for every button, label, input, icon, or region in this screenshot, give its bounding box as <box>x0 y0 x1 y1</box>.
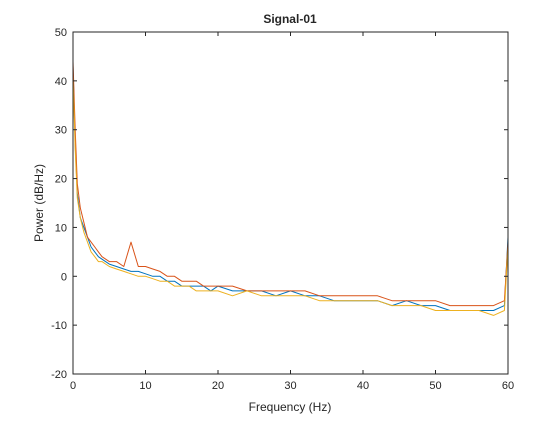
series-line-2 <box>72 61 509 307</box>
x-tick-label: 50 <box>429 380 441 392</box>
series-line-1 <box>72 66 509 311</box>
y-axis-label: Power (dB/Hz) <box>32 164 46 242</box>
y-tick-label: -10 <box>51 320 67 332</box>
chart-title: Signal-01 <box>263 12 317 26</box>
axes-box <box>72 31 509 375</box>
y-tick-label: 50 <box>55 27 67 39</box>
x-tick-label: 30 <box>284 380 296 392</box>
y-tick-label: 0 <box>61 271 67 283</box>
y-tick-label: 30 <box>55 125 67 137</box>
x-tick-label: 60 <box>502 380 514 392</box>
x-tick-label: 40 <box>357 380 369 392</box>
x-tick-label: 10 <box>139 380 151 392</box>
y-tick-label: 20 <box>55 174 67 186</box>
y-tick-label: 40 <box>55 76 67 88</box>
x-axis-label: Frequency (Hz) <box>249 400 332 414</box>
x-tick-label: 0 <box>70 380 76 392</box>
y-tick-label: -20 <box>51 369 67 381</box>
series-line-3 <box>72 75 509 316</box>
x-tick-label: 20 <box>212 380 224 392</box>
y-tick-label: 10 <box>55 222 67 234</box>
plot-area: 0 10 20 30 40 50 60 -20 -10 0 10 20 30 40 50 <box>51 27 514 392</box>
